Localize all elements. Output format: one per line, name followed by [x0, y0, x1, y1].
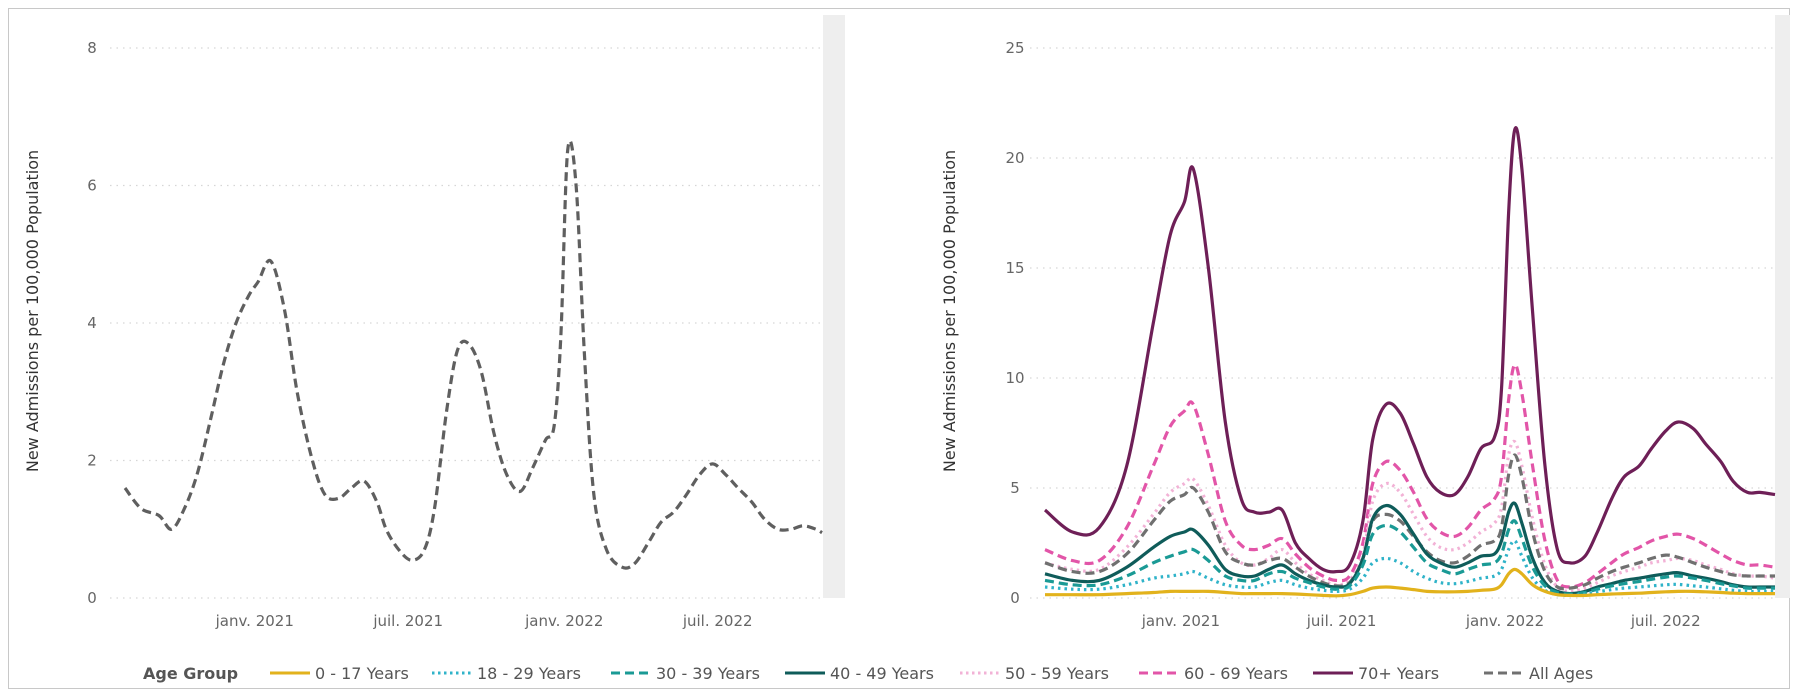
x-tick-label: janv. 2022 — [1465, 612, 1544, 630]
legend-label-a60[interactable]: 60 - 69 Years — [1184, 664, 1288, 683]
right-y-ticks: 0 5 10 15 20 25 — [1005, 39, 1024, 607]
y-tick-label: 2 — [87, 452, 97, 470]
series-line-a0 — [1045, 567, 1775, 598]
series-line-a60 — [1044, 363, 1776, 589]
left-grid — [110, 47, 822, 599]
y-tick-label: 6 — [87, 177, 97, 195]
legend-label-a40[interactable]: 40 - 49 Years — [830, 664, 934, 683]
y-tick-label: 4 — [87, 314, 97, 332]
y-tick-label: 15 — [1005, 259, 1024, 277]
left-scrollbar[interactable] — [823, 15, 845, 598]
x-tick-label: juil. 2022 — [1630, 612, 1701, 630]
x-tick-label: janv. 2022 — [524, 612, 603, 630]
legend-label-all[interactable]: All Ages — [1529, 664, 1593, 683]
legend-label-a70[interactable]: 70+ Years — [1358, 664, 1439, 683]
y-tick-label: 8 — [87, 39, 97, 57]
series-line-all — [1044, 453, 1775, 591]
legend-title: Age Group — [143, 664, 238, 683]
y-tick-label: 0 — [1010, 589, 1020, 607]
y-tick-label: 5 — [1010, 479, 1020, 497]
x-tick-label: juil. 2021 — [372, 612, 443, 630]
left-y-ticks: 0 2 4 6 8 — [87, 39, 97, 607]
y-tick-label: 10 — [1005, 369, 1024, 387]
y-tick-label: 20 — [1005, 149, 1024, 167]
legend-label-a50[interactable]: 50 - 59 Years — [1005, 664, 1109, 683]
legend-label-a30[interactable]: 30 - 39 Years — [656, 664, 760, 683]
left-y-axis-label: New Admissions per 100,000 Population — [23, 150, 42, 472]
x-tick-label: juil. 2021 — [1306, 612, 1377, 630]
legend-label-a18[interactable]: 18 - 29 Years — [477, 664, 581, 683]
series-line-all — [123, 139, 823, 570]
x-tick-label: janv. 2021 — [215, 612, 294, 630]
x-tick-label: juil. 2022 — [682, 612, 753, 630]
right-x-ticks: janv. 2021 juil. 2021 janv. 2022 juil. 2022 — [1141, 612, 1701, 630]
series-line-a70 — [1043, 126, 1776, 574]
left-lines — [123, 139, 823, 570]
right-scrollbar[interactable] — [1775, 15, 1790, 598]
left-chart: 0 2 4 6 8 janv. 2021 juil. 2021 janv. 2022 juil… — [23, 15, 845, 630]
series-line-a18 — [1044, 539, 1775, 598]
left-x-ticks: janv. 2021 juil. 2021 janv. 2022 juil. 2022 — [215, 612, 753, 630]
y-tick-label: 0 — [87, 589, 97, 607]
y-tick-label: 25 — [1005, 39, 1024, 57]
legend: Age Group 0 - 17 Years 18 - 29 Years 30 - … — [143, 664, 1593, 683]
legend-label-a0[interactable]: 0 - 17 Years — [315, 664, 409, 683]
right-grid — [1030, 47, 1775, 599]
right-lines — [1043, 126, 1776, 598]
series-line-a40 — [1044, 501, 1775, 596]
x-tick-label: janv. 2021 — [1141, 612, 1220, 630]
right-y-axis-label: New Admissions per 100,000 Population — [940, 150, 959, 472]
